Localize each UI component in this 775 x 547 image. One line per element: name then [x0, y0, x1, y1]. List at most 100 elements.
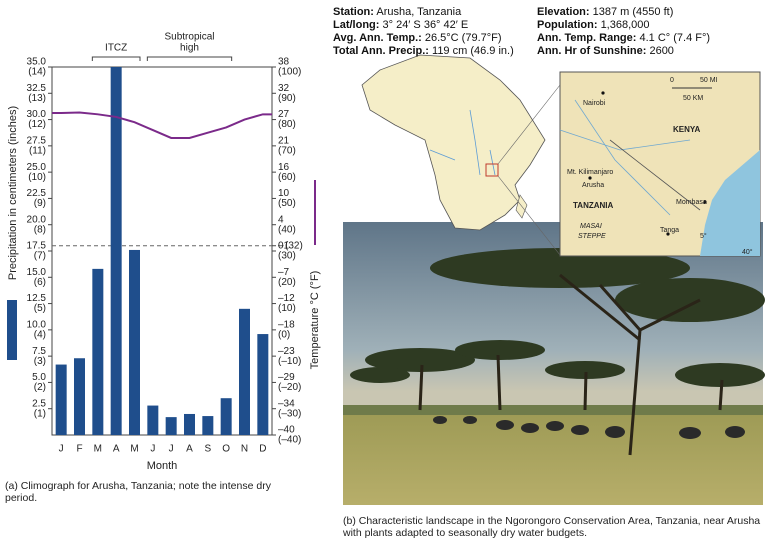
y-tick-sublabel: (9)	[34, 198, 46, 209]
legend-label: Precipitation in centimeters (inches)	[7, 106, 19, 280]
y2-tick-sublabel: (–20)	[278, 382, 301, 393]
bar	[257, 334, 269, 435]
y2-tick-label: –1	[278, 241, 290, 252]
x-tick-label: J	[169, 444, 174, 455]
info-value: 1387 m (4550 ft)	[592, 6, 674, 18]
y2-tick-sublabel: (60)	[278, 172, 296, 183]
info-label: Avg. Ann. Temp.:	[333, 32, 422, 44]
x-tick-label: D	[259, 444, 266, 455]
y-tick-sublabel: (13)	[28, 93, 46, 104]
africa-map	[361, 54, 561, 256]
city-label: Tanga	[660, 227, 679, 234]
y2-tick-sublabel: (30)	[278, 251, 296, 262]
y2-tick-sublabel: (10)	[278, 303, 296, 314]
y2-tick-label: –23	[278, 346, 295, 357]
bar	[110, 67, 122, 435]
info-value: 26.5°C (79.7°F)	[424, 32, 502, 44]
y2-tick-sublabel: (–10)	[278, 356, 301, 367]
y-tick-sublabel: (4)	[34, 329, 46, 340]
y2-tick-sublabel: (–30)	[278, 408, 301, 419]
x-tick-label: S	[204, 444, 211, 455]
x-tick-label: M	[130, 444, 138, 455]
y-tick-label: 5.0	[32, 372, 46, 383]
info-value: Arusha, Tanzania	[376, 6, 462, 18]
y-tick-sublabel: (1)	[34, 408, 46, 419]
info-value: 4.1 C° (7.4 F°)	[639, 32, 711, 44]
y-tick-label: 32.5	[27, 83, 47, 94]
bar	[202, 416, 214, 435]
bar	[55, 364, 67, 435]
y-tick-sublabel: (6)	[34, 277, 46, 288]
city-label: Nairobi	[583, 100, 606, 107]
info-label: Total Ann. Precip.:	[333, 45, 429, 57]
city-label: Arusha	[582, 182, 604, 189]
y2-tick-sublabel: (40)	[278, 224, 296, 235]
y2-tick-label: –34	[278, 398, 295, 409]
longitude-label: 40°	[742, 248, 753, 256]
info-label: Ann. Temp. Range:	[537, 32, 637, 44]
info-row: Avg. Ann. Temp.: 26.5°C (79.7°F)	[333, 32, 514, 45]
y-tick-sublabel: (10)	[28, 172, 46, 183]
y2-tick-sublabel: (20)	[278, 277, 296, 288]
scale-zero: 0	[670, 77, 674, 84]
y2-tick-sublabel: (90)	[278, 93, 296, 104]
annotation: ITCZ	[105, 43, 127, 54]
bar	[129, 249, 140, 435]
y2-tick-sublabel: (80)	[278, 119, 296, 130]
y-tick-sublabel: (3)	[34, 356, 46, 367]
station-info: Station: Arusha, Tanzania Lat/long: 3° 24…	[333, 6, 514, 58]
x-tick-label: J	[59, 444, 64, 455]
info-label: Station:	[333, 6, 374, 18]
country-label: KENYA	[673, 125, 700, 134]
info-value: 2600	[649, 45, 674, 57]
y-tick-sublabel: (8)	[34, 224, 46, 235]
annotation-bracket	[146, 56, 233, 61]
info-row: Ann. Temp. Range: 4.1 C° (7.4 F°)	[537, 32, 710, 45]
y-tick-sublabel: (7)	[34, 251, 46, 262]
info-row: Elevation: 1387 m (4550 ft)	[537, 6, 710, 19]
info-label: Lat/long:	[333, 19, 380, 31]
legend-swatch	[7, 300, 17, 360]
bar	[92, 268, 104, 435]
station-info: Elevation: 1387 m (4550 ft) Population: 1…	[537, 6, 710, 58]
info-label: Population:	[537, 19, 598, 31]
caption: (b) Characteristic landscape in the Ngor…	[343, 515, 761, 539]
y-tick-sublabel: (11)	[29, 145, 46, 156]
y-tick-label: 15.0	[27, 267, 47, 278]
region-label: MASAI	[580, 223, 602, 230]
y2-tick-sublabel: (50)	[278, 198, 296, 209]
y2-tick-label: –18	[278, 319, 295, 330]
info-value: 1,368,000	[600, 19, 650, 31]
country-label: TANZANIA	[573, 201, 614, 210]
y-tick-sublabel: (2)	[34, 382, 46, 393]
y-tick-label: 2.5	[32, 398, 46, 409]
x-tick-label: A	[186, 444, 193, 455]
info-value: 3° 24′ S 36° 42′ E	[382, 19, 469, 31]
y-tick-label: 7.5	[32, 346, 46, 357]
y-tick-label: 12.5	[27, 293, 47, 304]
bar	[74, 358, 85, 435]
latitude-label: 5°	[700, 232, 707, 240]
y2-tick-label: 32	[278, 83, 290, 94]
y-tick-label: 30.0	[27, 109, 47, 120]
y2-tick-label: –29	[278, 372, 295, 383]
inset-map: 0 50 MI 50 KM Nairobi KENYA Mt. Kilimanj…	[559, 71, 761, 257]
annotation: Subtropical	[164, 32, 214, 43]
y2-tick-sublabel: (–40)	[278, 435, 301, 446]
temperature-line	[52, 111, 272, 139]
y2-tick-sublabel: (70)	[278, 145, 296, 156]
bar	[147, 405, 159, 435]
scale-mi: 50 MI	[700, 77, 718, 84]
y-tick-sublabel: (5)	[34, 303, 46, 314]
caption: (a) Climograph for Arusha, Tanzania; not…	[5, 480, 271, 504]
annotation: high	[180, 43, 199, 54]
y-tick-label: 10.0	[27, 319, 47, 330]
y-tick-label: 22.5	[27, 188, 47, 199]
bar	[184, 413, 195, 435]
info-label: Ann. Hr of Sunshine:	[537, 45, 647, 57]
city-label: Mt. Kilimanjaro	[567, 169, 613, 176]
y2-tick-label: 0	[278, 240, 284, 251]
y-tick-label: 35.0	[27, 57, 47, 68]
